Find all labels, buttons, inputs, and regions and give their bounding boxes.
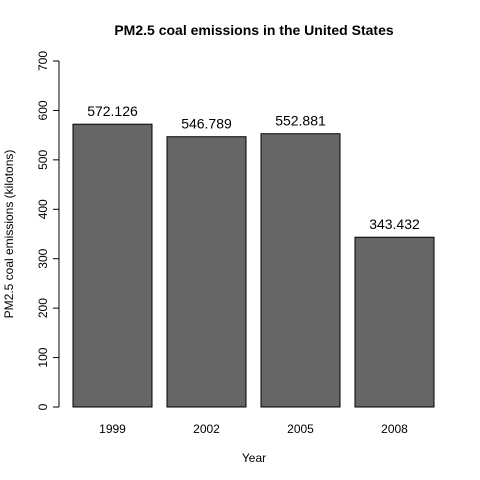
chart-title: PM2.5 coal emissions in the United State… [114, 22, 394, 38]
x-tick-label: 2008 [381, 422, 408, 436]
bar-2005 [261, 134, 340, 407]
bars-group [73, 124, 434, 407]
x-tick-label: 1999 [99, 422, 126, 436]
data-label: 552.881 [275, 113, 326, 129]
y-tick-label: 100 [36, 347, 50, 367]
bar-2002 [167, 137, 246, 407]
data-label: 572.126 [87, 103, 138, 119]
data-label: 343.432 [369, 216, 420, 232]
x-axis-ticks: 1999 2002 2005 2008 [99, 422, 408, 436]
y-tick-label: 600 [36, 100, 50, 120]
y-tick-label: 700 [36, 51, 50, 71]
data-label: 546.789 [181, 116, 232, 132]
x-tick-label: 2005 [287, 422, 314, 436]
bar-2008 [355, 237, 434, 407]
y-axis-label: PM2.5 coal emissions (kilotons) [2, 150, 16, 319]
y-tick-label: 500 [36, 150, 50, 170]
x-axis-label: Year [242, 451, 266, 465]
y-axis-ticks: 0 100 200 300 400 500 600 700 [36, 51, 59, 411]
y-tick-label: 0 [36, 403, 50, 410]
y-tick-label: 400 [36, 199, 50, 219]
y-tick-label: 300 [36, 248, 50, 268]
y-tick-label: 200 [36, 298, 50, 318]
bar-1999 [73, 124, 152, 407]
x-tick-label: 2002 [193, 422, 220, 436]
